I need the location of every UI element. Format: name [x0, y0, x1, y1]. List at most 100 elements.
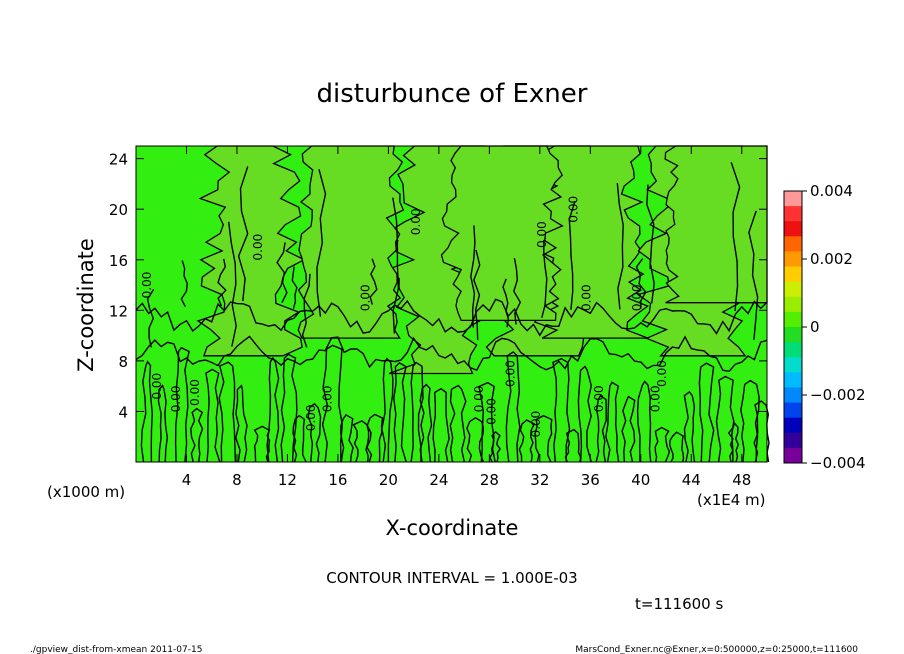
contour-line [292, 414, 307, 463]
contour-line [280, 353, 298, 463]
contour-line [190, 407, 204, 463]
contour-line [235, 384, 248, 463]
contour-line [513, 257, 522, 325]
x-unit-left: (x1000 m) [47, 483, 125, 501]
x-tick-label: 32 [530, 471, 549, 489]
contour-line [321, 344, 344, 463]
contour-label: 0.00 [592, 385, 606, 412]
x-tick-label: 8 [232, 471, 242, 489]
contour-line [470, 225, 476, 328]
contour-line [237, 166, 249, 302]
contour-label: 0.00 [630, 284, 644, 311]
colorbar-swatch [784, 447, 802, 464]
y-tick-label: 20 [109, 201, 128, 219]
contour-line [552, 357, 571, 463]
contour-region [196, 145, 306, 357]
colorbar-swatch [784, 236, 802, 252]
contour-label: 0.00 [150, 373, 164, 400]
colorbar-swatch [784, 296, 802, 313]
contour-label: 0.00 [409, 208, 423, 235]
colorbar-swatch [784, 342, 802, 358]
x-tick-label: 40 [631, 471, 650, 489]
contour-label: 0.00 [649, 385, 663, 412]
contour-line [174, 346, 190, 463]
contour-line [715, 375, 735, 463]
contour-line [217, 258, 227, 307]
contour-label: 0.00 [535, 221, 549, 248]
colorbar-tick-label: −0.004 [810, 454, 866, 472]
contour-region [440, 145, 564, 322]
contour-line [654, 426, 671, 463]
contour-line [753, 400, 770, 463]
contour-line [518, 419, 536, 463]
contour-line [730, 162, 741, 312]
contour-line [636, 380, 652, 463]
contour-line [432, 387, 450, 463]
contour-line [340, 413, 354, 463]
x-tick-label: 20 [379, 471, 398, 489]
x-tick-label: 12 [278, 471, 297, 489]
y-axis-label: Z-coordinate [74, 238, 98, 372]
contour-line [291, 266, 298, 309]
x-tick-label: 48 [732, 471, 751, 489]
contour-line [489, 430, 501, 463]
contour-line [541, 239, 548, 318]
contour-line [276, 242, 288, 304]
contour-line [727, 422, 740, 463]
contour-line [369, 258, 378, 305]
x-unit-right: (x1E4 m) [697, 491, 766, 509]
colorbar-swatch [784, 221, 802, 237]
contour-line [449, 384, 467, 463]
contour-label: 0.00 [579, 284, 593, 311]
contour-line [473, 249, 481, 341]
contour-label: 0.00 [251, 234, 265, 261]
x-tick-label: 44 [682, 471, 701, 489]
contour-line [366, 413, 384, 463]
contour-line [392, 197, 400, 334]
contour-line [646, 184, 655, 304]
contour-line [668, 431, 685, 463]
contour-label: 0.00 [140, 272, 154, 299]
contour-line [683, 390, 696, 463]
colorbar-ticks: 0.004 0.002 0 −0.002 −0.004 [802, 182, 866, 472]
colorbar-tick-label: 0.002 [810, 250, 853, 268]
colorbar-tick-label: 0 [810, 318, 820, 336]
y-tick-label: 12 [109, 302, 128, 320]
contour-line [419, 383, 433, 463]
x-tick-label: 28 [480, 471, 499, 489]
colorbar-swatch [784, 387, 802, 404]
x-axis-label: X-coordinate [386, 516, 519, 540]
y-tick-label: 24 [109, 151, 128, 169]
colorbar-swatch [784, 251, 802, 268]
colorbar-swatch [784, 327, 802, 343]
y-tick-label: 16 [109, 252, 128, 270]
colorbar [783, 190, 803, 464]
contour-line [316, 169, 327, 317]
contour-label: 0.00 [485, 398, 499, 425]
y-axis-ticks: 4 8 12 16 20 24 [109, 151, 767, 421]
colorbar-swatch [784, 281, 802, 298]
colorbar-tick-label: −0.002 [810, 386, 866, 404]
contour-line [381, 357, 394, 463]
y-tick-label: 4 [118, 403, 128, 421]
contour-line [466, 416, 485, 463]
contour-line [564, 428, 582, 463]
contour-line [616, 182, 624, 310]
time-text: t=111600 s [635, 595, 723, 613]
contour-line [410, 361, 424, 463]
contour-label: 0.00 [321, 385, 335, 412]
contour-line [135, 298, 768, 337]
colorbar-tick-label: 0.004 [810, 182, 853, 200]
contour-line [748, 210, 759, 340]
contour-line [605, 381, 620, 463]
colorbar-swatch [784, 372, 802, 388]
contour-label: 0.00 [529, 411, 543, 438]
colorbar-swatch [784, 402, 802, 419]
contour-line [534, 414, 553, 463]
contour-line [301, 273, 311, 348]
contour-lines [135, 162, 770, 463]
contour-line [307, 402, 322, 463]
x-axis-ticks: 4 8 12 16 20 24 28 32 36 40 44 48 [182, 146, 751, 489]
x-tick-label: 36 [581, 471, 600, 489]
plot-frame [135, 145, 768, 463]
